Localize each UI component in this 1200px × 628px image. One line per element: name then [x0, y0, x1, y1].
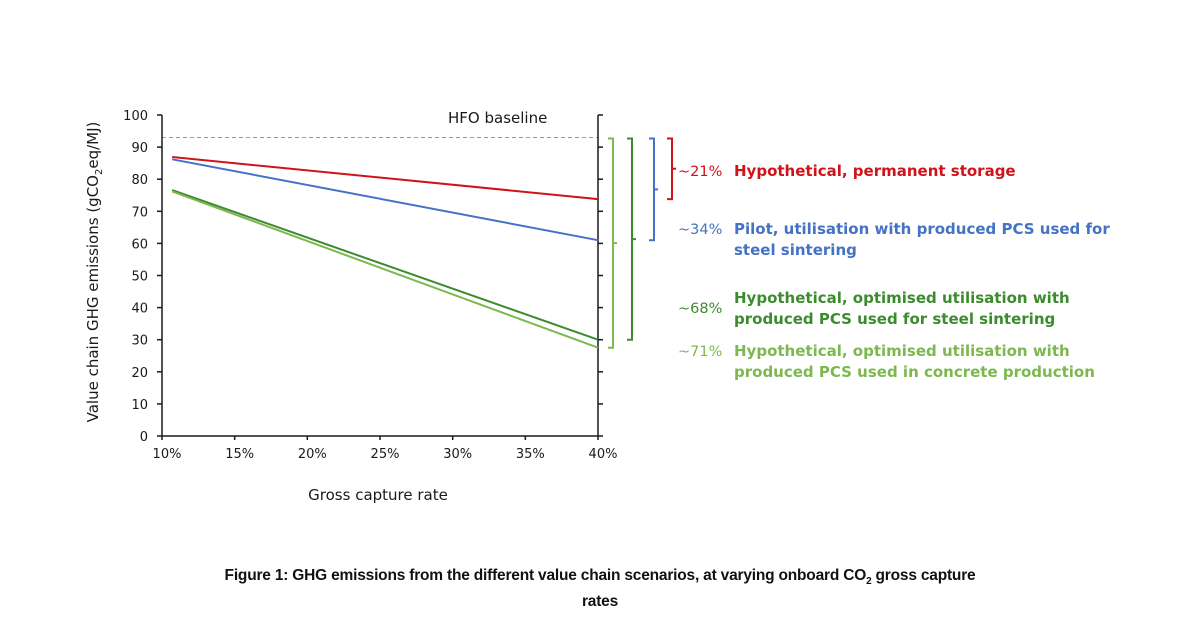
legend-reduction-optimised-concrete: ~71%	[678, 344, 722, 360]
bracket-pilot-steel-sintering	[649, 137, 658, 242]
series-line-pilot-steel-sintering	[171, 158, 599, 242]
legend-label-optimised-concrete: Hypothetical, optimised utilisation with	[734, 342, 1070, 360]
x-tick-label: 30%	[443, 447, 472, 462]
x-tick-label: 10%	[153, 447, 182, 462]
y-tick-label: 40	[131, 302, 148, 317]
bracket-optimised-steel-sintering	[627, 137, 636, 341]
caption-line2: rates	[581, 593, 619, 611]
legend-reduction-pilot-steel-sintering: ~34%	[678, 222, 722, 238]
x-tick-label: 15%	[225, 447, 254, 462]
y-tick-label: 80	[131, 173, 148, 188]
y-axis-title: Value chain GHG emissions (gCO2eq/MJ)	[84, 122, 105, 423]
x-tick-label: 35%	[516, 447, 545, 462]
series-line-optimised-concrete	[171, 190, 599, 349]
series-line-permanent-storage	[172, 156, 599, 201]
y-tick-label: 30	[131, 334, 148, 349]
figure-caption: Figure 1: GHG emissions from the differe…	[0, 566, 1200, 612]
x-tick-label: 20%	[298, 447, 327, 462]
y-tick-label: 50	[131, 270, 148, 285]
legend-label-pilot-steel-sintering: Pilot, utilisation with produced PCS use…	[734, 220, 1110, 238]
legend-label-optimised-steel-sintering: produced PCS used for steel sintering	[734, 310, 1055, 328]
hfo-baseline-label: HFO baseline	[448, 109, 547, 127]
x-axis-title: Gross capture rate	[308, 486, 448, 504]
x-tick-label: 25%	[371, 447, 400, 462]
y-tick-label: 10	[131, 398, 148, 413]
legend-label-permanent-storage: Hypothetical, permanent storage	[734, 162, 1016, 180]
y-tick-label: 70	[131, 205, 148, 220]
legend-label-optimised-steel-sintering: Hypothetical, optimised utilisation with	[734, 289, 1070, 307]
caption-text: Figure 1: GHG emissions from the differe…	[224, 567, 867, 584]
y-tick-label: 60	[131, 237, 148, 252]
legend-reduction-optimised-steel-sintering: ~68%	[678, 301, 722, 317]
legend-label-pilot-steel-sintering: steel sintering	[734, 241, 857, 259]
caption-text-suffix: gross capture	[871, 567, 976, 584]
y-tick-label: 20	[131, 366, 148, 381]
x-tick-label: 40%	[589, 447, 618, 462]
y-tick-label: 100	[123, 109, 148, 124]
y-tick-label: 0	[140, 430, 148, 445]
series-line-optimised-steel-sintering	[171, 189, 599, 341]
legend-label-optimised-concrete: produced PCS used in concrete production	[734, 363, 1095, 381]
legend-reduction-permanent-storage: ~21%	[678, 164, 722, 180]
bracket-optimised-concrete	[608, 137, 617, 349]
bracket-permanent-storage	[667, 137, 676, 201]
y-tick-label: 90	[131, 141, 148, 156]
caption-subscript: 2	[866, 576, 872, 588]
